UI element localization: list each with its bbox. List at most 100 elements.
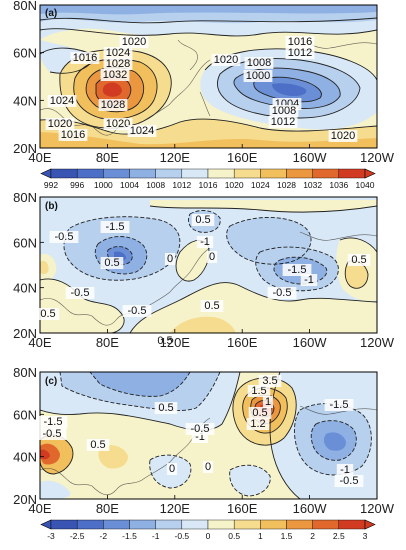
colorbar-swatch [286, 519, 313, 530]
contour-label: -0.5 [273, 287, 292, 299]
colorbar-swatch [50, 168, 78, 179]
colorbar-tick-label: 1.5 [281, 531, 293, 541]
colorbar-tick-label: 1028 [277, 180, 296, 190]
colorbar-swatch [103, 519, 130, 530]
colorbar-tick-label: 1020 [225, 180, 244, 190]
contour-label-bg [154, 402, 178, 414]
contour-label-bg [100, 221, 130, 233]
contour-label-bg [191, 214, 215, 226]
y-tick-label: 60N [13, 407, 37, 422]
contour-label: 3.5 [262, 375, 277, 387]
contour-label: 0.5 [158, 402, 173, 414]
contour-label: -0.5 [55, 231, 74, 243]
colorbar-tick-label: 1024 [251, 180, 270, 190]
contour-label: 0.5 [104, 257, 119, 269]
contour-label: 1028 [101, 99, 125, 111]
colorbar-swatch [129, 519, 156, 530]
x-tick-label: 120E [160, 335, 191, 350]
contour-label: 0.5 [195, 214, 210, 226]
contour-label-bg [324, 399, 354, 411]
colorbar-tick-label: 1032 [303, 180, 322, 190]
contour-label: -1.5 [106, 221, 125, 233]
contour-label-bg [49, 231, 79, 243]
contour-label-bg [247, 385, 271, 397]
contour-label: 0.5 [252, 407, 267, 419]
colorbar-tick-label: 1004 [120, 180, 139, 190]
contour-label: 0.5 [204, 300, 219, 312]
contour-label-bg [164, 253, 176, 265]
contour-label: 1020 [214, 54, 238, 66]
colorbar-swatch [155, 168, 183, 179]
colorbar-pressure: 992 996 1000 1004 1008 1012 1016 1020 1024 1028 10… [40, 168, 376, 190]
contour-label: 1020 [122, 36, 146, 48]
contour-label-bg [268, 116, 298, 128]
colorbar-swatch [207, 519, 235, 530]
contour-label: 0.5 [157, 335, 172, 347]
contour-label-bg [70, 52, 100, 64]
contour-label: -1.5 [288, 264, 307, 276]
colorbar-tick-label: -1 [152, 531, 160, 541]
contour-label-bg [153, 335, 177, 347]
colorbar-tick-label: 1008 [146, 180, 165, 190]
x-tick-label: 160W [293, 335, 328, 350]
colorbar-tick-label: 1000 [94, 180, 113, 190]
x-tick-label: 120E [160, 501, 191, 516]
contour-label: 1016 [288, 36, 312, 48]
contour-label-bg [262, 396, 274, 408]
panel-b: (b) -0.5-1.50.50-10.5-0.50.5 -0.5-1.5-10.… [36, 196, 378, 347]
contour-label-bg [100, 69, 130, 81]
x-tick-label: 160W [293, 501, 328, 516]
y-tick-label: 20N [13, 141, 37, 156]
contour-label-bg [45, 118, 75, 130]
contour-label: 1020 [106, 118, 130, 130]
contour-label: 0.5 [90, 439, 105, 451]
contour-label: 1032 [103, 69, 127, 81]
colorbar-extend-low [40, 168, 52, 179]
panel-label: (a) [45, 8, 57, 19]
colorbar-tick-label: -1.5 [122, 531, 137, 541]
contour-label: 1020 [331, 130, 355, 142]
contour-label: -1 [304, 274, 314, 286]
contour-label-bg [98, 99, 128, 111]
colorbar-tick-label: 1016 [199, 180, 218, 190]
contour-label-bg [248, 407, 272, 419]
colorbar-tick-label: -3 [47, 531, 55, 541]
contour-label: 1028 [106, 58, 130, 70]
contour-label-bg [65, 287, 95, 299]
x-tick-label: 80E [96, 335, 119, 350]
colorbar-swatch [103, 168, 130, 179]
contour-label-bg [100, 257, 124, 269]
contour-label: 1016 [73, 52, 97, 64]
contour-label-bg [166, 463, 178, 475]
colorbar-swatch [233, 519, 261, 530]
contour-label-bg [37, 428, 67, 440]
contour-label-bg [38, 416, 68, 428]
contour-label: 1.2 [250, 418, 265, 430]
colorbar-swatch [129, 168, 156, 179]
panel-c: (c) -1.5-0.50.5-10-0.501.510.51.2-1.5-1-… [37, 371, 378, 500]
contour-label-bg [300, 274, 318, 286]
y-tick-label: 20N [13, 492, 37, 507]
contour-label-bg [58, 129, 88, 141]
colorbar-anomaly: -3 -2.5 -2 -1.5 -1 -0.5 0 0.5 1 1.5 2 2.5 3 [40, 519, 376, 541]
contour-label: 1020 [48, 118, 72, 130]
contour-label-bg [285, 36, 315, 48]
colorbar-tick-label: -0.5 [175, 531, 190, 541]
x-tick-label: 120W [360, 150, 395, 165]
colorbar-swatch [233, 168, 261, 179]
contour-label: 1.5 [251, 385, 266, 397]
colorbar-extend-high [364, 519, 376, 530]
contour-label-bg [258, 375, 282, 387]
contour-label: 0 [205, 461, 211, 473]
colorbar-tick-label: 3 [363, 531, 368, 541]
contour-label: 0 [169, 463, 175, 475]
contour-label: 0 [167, 253, 173, 265]
contour-label-bg [200, 300, 224, 312]
contour-label: 1012 [288, 47, 312, 59]
panel-label: (b) [45, 201, 58, 212]
colorbar-swatch [312, 519, 340, 530]
colorbar-tick-label: -2 [100, 531, 108, 541]
colorbar-tick-label: 2 [310, 531, 315, 541]
